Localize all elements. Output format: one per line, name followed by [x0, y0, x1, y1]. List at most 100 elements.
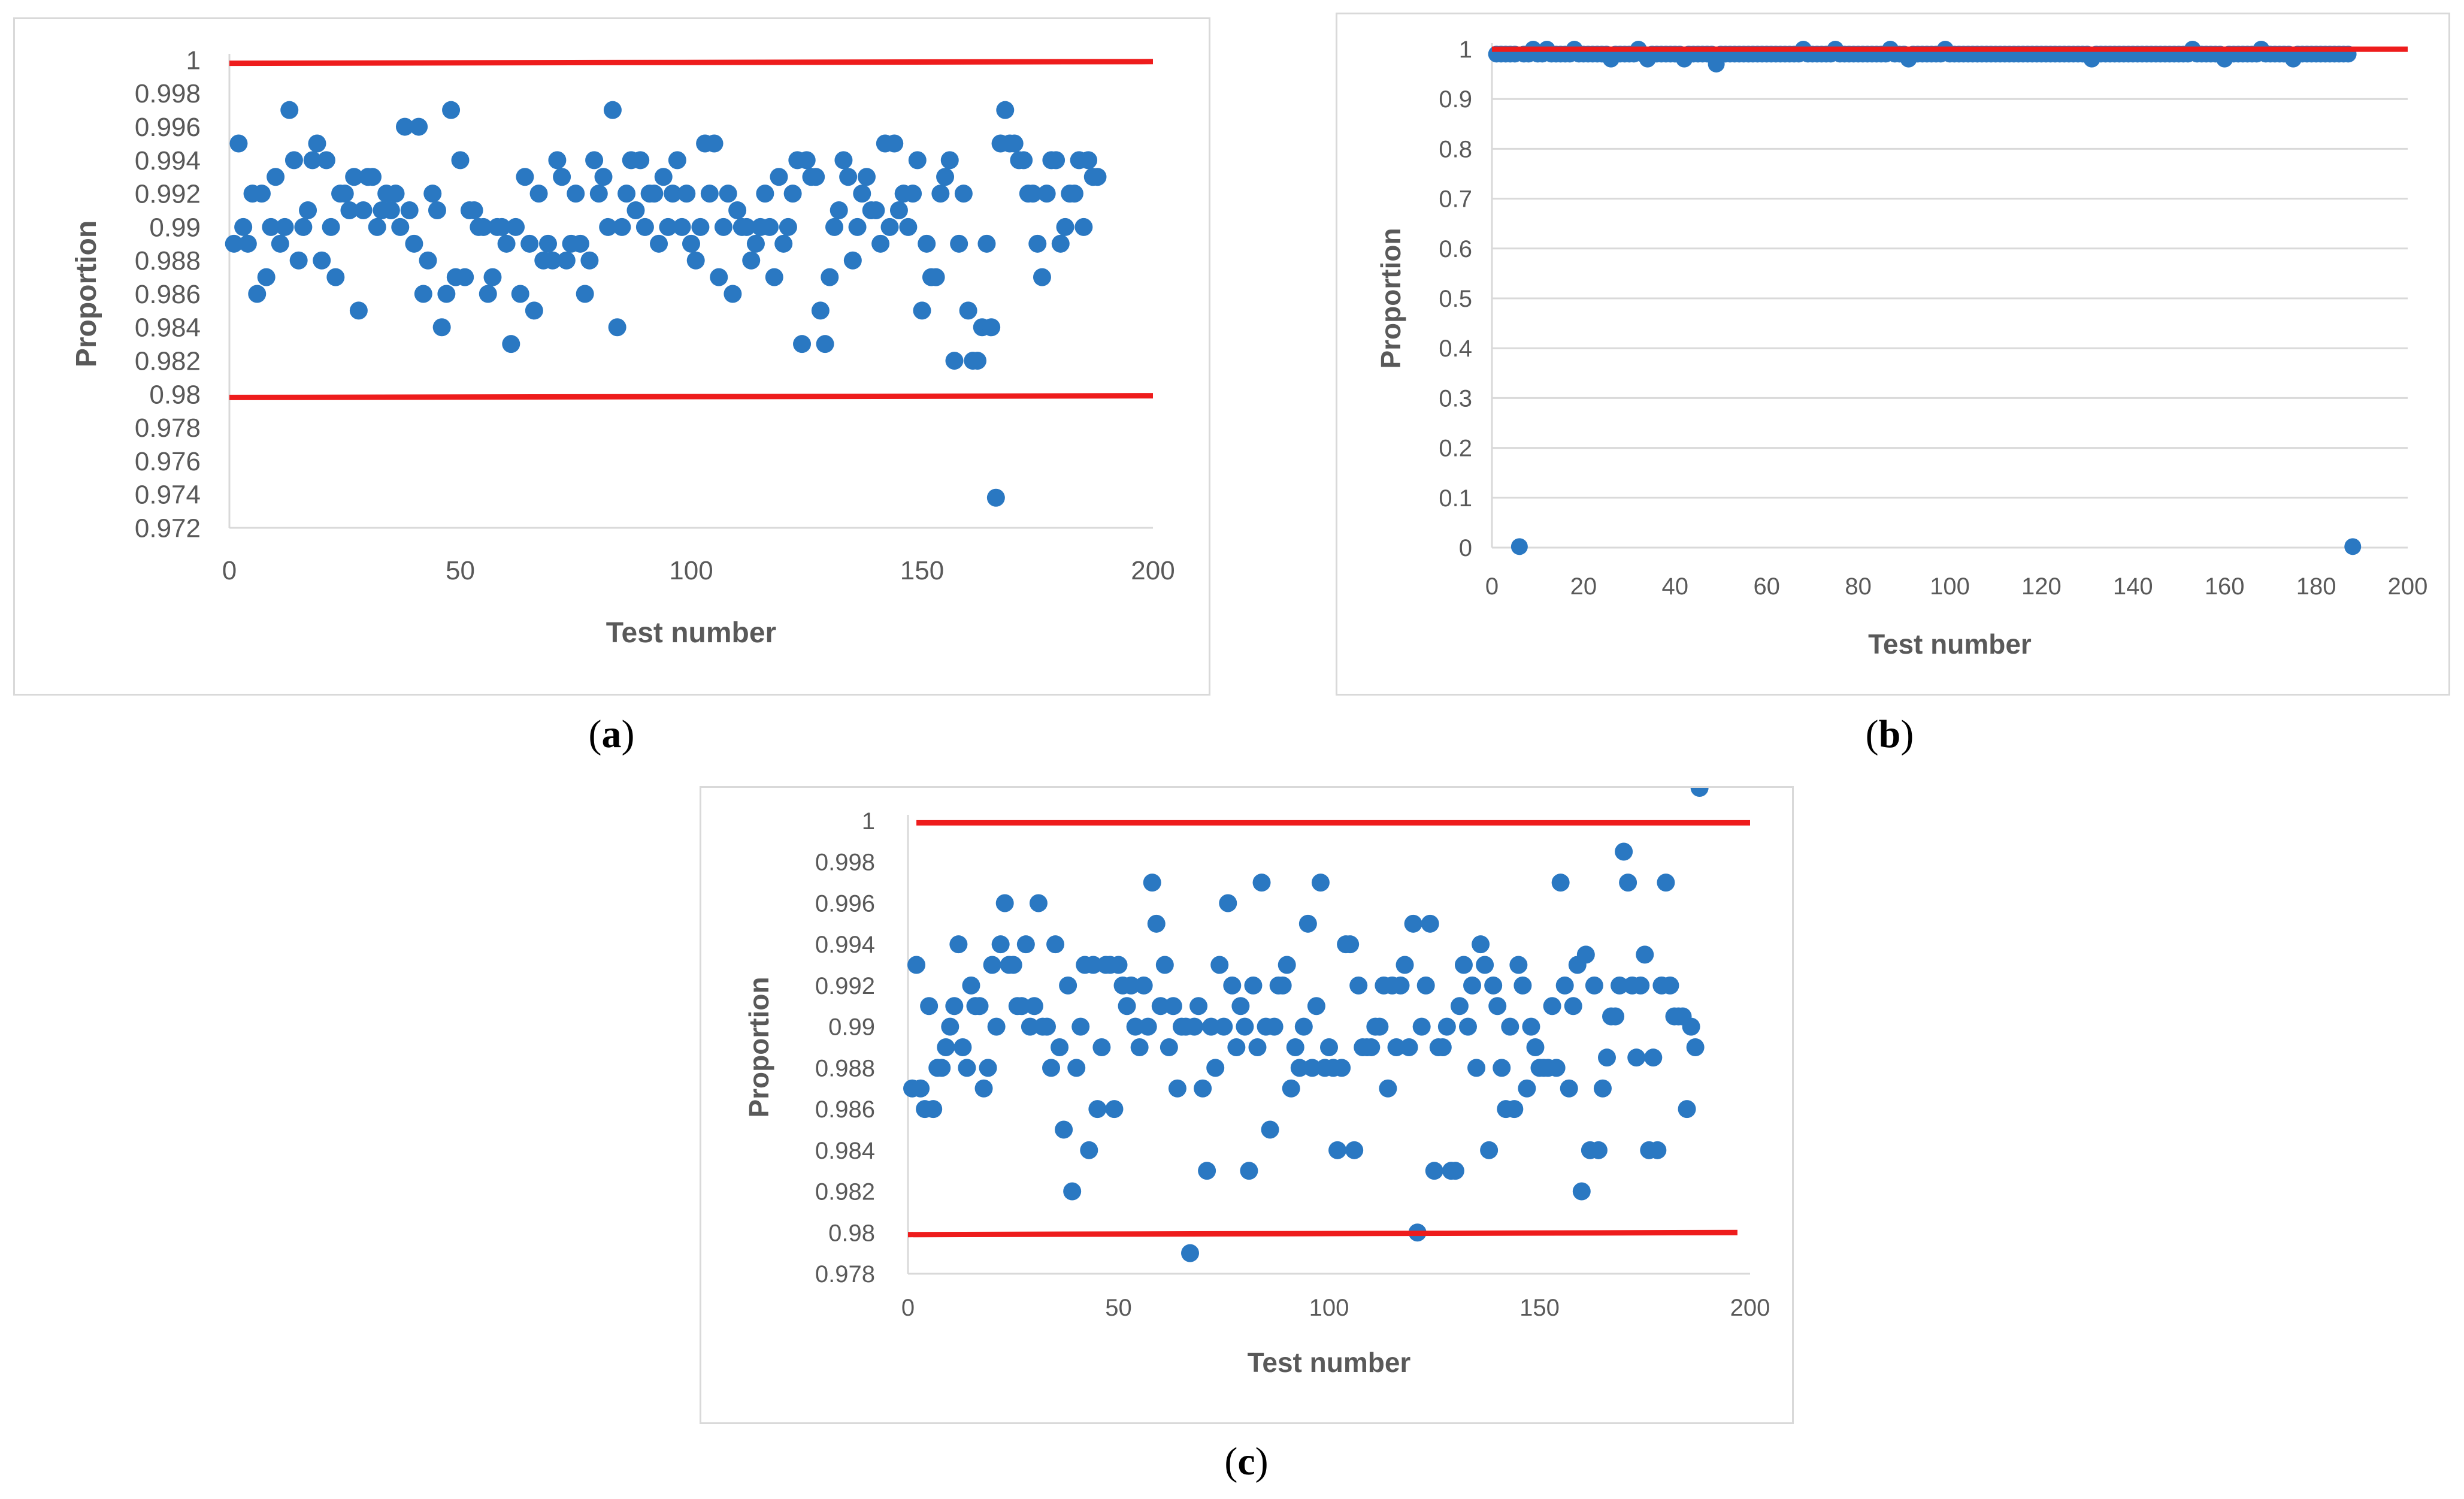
data-point	[326, 268, 345, 286]
data-point	[1611, 976, 1629, 995]
data-point	[1265, 1017, 1284, 1036]
data-point	[899, 217, 918, 236]
data-point	[322, 217, 340, 236]
data-point	[529, 185, 548, 203]
x-tick-label: 200	[1730, 1295, 1770, 1321]
data-point	[1092, 1038, 1111, 1056]
data-point	[1547, 1059, 1566, 1077]
data-point	[1194, 1079, 1212, 1098]
data-point	[405, 234, 423, 253]
data-point	[918, 234, 936, 253]
data-point	[1294, 1017, 1313, 1036]
x-tick-label: 100	[669, 556, 713, 585]
data-point	[1236, 1017, 1254, 1036]
data-point	[761, 217, 779, 236]
data-point	[830, 201, 848, 220]
data-point	[567, 185, 585, 203]
data-point	[719, 185, 737, 203]
data-point	[1181, 1244, 1200, 1262]
y-tick-label: 0.994	[135, 146, 201, 176]
data-point	[1450, 997, 1469, 1016]
data-point	[1071, 1017, 1090, 1036]
data-point	[1024, 185, 1042, 203]
data-point	[1202, 1017, 1221, 1036]
data-point	[1118, 997, 1136, 1016]
x-tick-label: 200	[2388, 573, 2428, 600]
data-point	[1543, 997, 1561, 1016]
y-tick-label: 0.8	[1439, 136, 1472, 162]
data-point	[1396, 956, 1414, 974]
data-point	[1063, 1182, 1082, 1201]
data-point	[1042, 1059, 1061, 1077]
data-point	[1223, 976, 1242, 995]
data-point	[442, 101, 461, 119]
data-point	[1636, 945, 1654, 964]
data-point	[1416, 976, 1435, 995]
data-point	[924, 1100, 943, 1119]
data-point	[571, 234, 589, 253]
data-point	[945, 352, 964, 370]
data-point	[1088, 168, 1107, 186]
data-point	[1198, 1162, 1216, 1180]
data-point	[585, 151, 604, 170]
data-point	[1476, 956, 1494, 974]
data-point	[1047, 151, 1065, 170]
data-point	[520, 234, 539, 253]
x-tick-label: 40	[1662, 573, 1689, 600]
data-point	[770, 168, 788, 186]
data-point	[1619, 874, 1637, 892]
data-point	[1168, 1079, 1186, 1098]
data-point	[700, 185, 719, 203]
data-point	[1278, 956, 1296, 974]
data-point	[936, 168, 955, 186]
x-tick-label: 60	[1753, 573, 1780, 600]
x-tick-label: 20	[1570, 573, 1597, 600]
data-point	[904, 185, 922, 203]
y-tick-label: 0	[1459, 535, 1472, 561]
data-point	[626, 201, 645, 220]
data-points	[225, 101, 1107, 507]
data-point	[1033, 268, 1051, 286]
data-point	[1437, 1017, 1456, 1036]
data-point	[502, 335, 520, 353]
data-point	[977, 234, 996, 253]
y-tick-label: 0.996	[815, 890, 875, 917]
data-point	[594, 168, 613, 186]
data-point	[1088, 1100, 1107, 1119]
data-point	[2344, 538, 2362, 555]
x-tick-label: 100	[1930, 573, 1970, 600]
y-tick-label: 0.98	[149, 380, 201, 409]
data-point	[949, 935, 968, 954]
data-point	[340, 201, 359, 220]
data-point	[617, 185, 636, 203]
data-point	[1341, 935, 1360, 954]
data-point	[1046, 935, 1065, 954]
data-point	[1210, 956, 1229, 974]
y-tick-label: 1	[862, 808, 875, 835]
chart-panel-b: 0 0.1 0.2 0.3 0.4 0.5 0.6 0.7 0.8 0.9 1 0 20 40 60 80 10…	[1336, 13, 2450, 696]
data-point	[1004, 956, 1022, 974]
data-point	[668, 151, 686, 170]
y-tick-label: 0.984	[815, 1138, 875, 1164]
data-points	[903, 788, 1709, 1262]
data-point	[1412, 1017, 1431, 1036]
data-point	[599, 217, 617, 236]
data-point	[229, 134, 248, 153]
data-point	[1059, 976, 1077, 995]
y-axis-title: Proportion	[71, 220, 102, 367]
data-point	[783, 185, 802, 203]
x-tick-label: 0	[901, 1295, 915, 1321]
data-point	[1130, 1038, 1149, 1056]
data-point	[793, 335, 812, 353]
data-point	[1244, 976, 1263, 995]
data-point	[516, 168, 534, 186]
data-point	[821, 268, 839, 286]
data-point	[1433, 1038, 1452, 1056]
chart-panel-a: 0.972 0.974 0.976 0.978 0.98 0.982 0.984 0.986 0…	[13, 17, 1210, 696]
limit-line	[229, 393, 1154, 400]
y-tick-label: 0.7	[1439, 186, 1472, 213]
data-point	[1160, 1038, 1178, 1056]
x-tick-label: 100	[1309, 1295, 1349, 1321]
data-point	[816, 335, 834, 353]
data-point	[1349, 976, 1368, 995]
